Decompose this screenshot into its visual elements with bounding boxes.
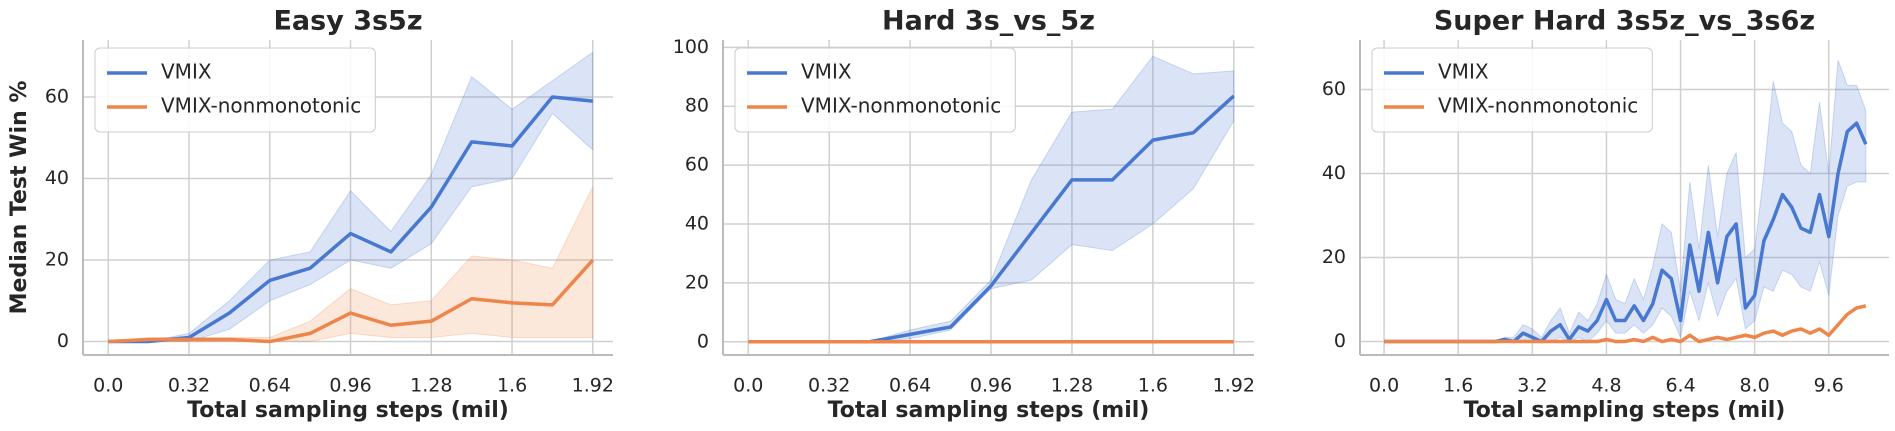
y-tick-label: 20: [685, 271, 709, 293]
legend-label: VMIX: [801, 60, 852, 84]
x-tick-label: 1.6: [497, 375, 527, 397]
y-tick-label: 60: [685, 154, 709, 176]
y-tick-label: 40: [1322, 162, 1346, 184]
line: [1384, 304, 1867, 344]
y-tick-label: 60: [45, 86, 69, 108]
y-tick-label: 20: [45, 249, 69, 271]
x-tick-label: 0.32: [168, 375, 210, 397]
x-tick-label: 9.6: [1814, 375, 1844, 397]
legend-label: VMIX-nonmonotonic: [161, 94, 361, 118]
x-tick-label: 0.32: [808, 375, 850, 397]
confidence-band: [108, 51, 594, 343]
x-tick-label: 0.0: [1369, 375, 1399, 397]
x-tick-label: 1.92: [1213, 375, 1255, 397]
x-axis-label: Total sampling steps (mil): [187, 398, 509, 423]
legend-box: [1371, 47, 1653, 133]
legend-box: [734, 47, 1016, 133]
y-tick-label: 40: [45, 167, 69, 189]
chart-title: Hard 3s_vs_5z: [882, 6, 1095, 37]
x-axis-label: Total sampling steps (mil): [1464, 398, 1786, 423]
chart-title: Super Hard 3s5z_vs_3s6z: [1434, 6, 1815, 37]
x-tick-label: 0.64: [889, 375, 931, 397]
x-tick-label: 0.96: [970, 375, 1012, 397]
x-tick-label: 0.0: [93, 375, 123, 397]
x-tick-label: 6.4: [1665, 375, 1695, 397]
x-tick-label: 1.28: [410, 375, 452, 397]
y-tick-label: 80: [685, 95, 709, 117]
legend-label: VMIX-nonmonotonic: [801, 94, 1001, 118]
y-tick-label: 40: [685, 212, 709, 234]
line: [108, 258, 595, 344]
x-tick-label: 3.2: [1517, 375, 1547, 397]
x-axis-label: Total sampling steps (mil): [828, 398, 1150, 423]
line: [108, 95, 593, 344]
x-tick-label: 8.0: [1740, 375, 1770, 397]
y-tick-label: 20: [1322, 246, 1346, 268]
x-tick-label: 1.92: [572, 375, 614, 397]
legend-label: VMIX-nonmonotonic: [1438, 94, 1638, 118]
x-tick-label: 0.96: [329, 375, 371, 397]
y-tick-label: 0: [57, 330, 69, 352]
legend-box: [94, 47, 376, 133]
y-axis-label: Median Test Win %: [7, 81, 32, 315]
y-tick-label: 100: [673, 36, 709, 58]
y-tick-label: 60: [1322, 78, 1346, 100]
x-tick-label: 0.64: [249, 375, 291, 397]
y-tick-label: 0: [697, 330, 709, 352]
y-tick-label: 0: [1334, 330, 1346, 352]
x-tick-label: 1.6: [1138, 375, 1168, 397]
legend-label: VMIX: [161, 60, 212, 84]
x-tick-label: 1.6: [1443, 375, 1473, 397]
legend-label: VMIX: [1438, 60, 1489, 84]
x-tick-label: 0.0: [733, 375, 763, 397]
x-tick-label: 4.8: [1591, 375, 1621, 397]
chart-title: Easy 3s5z: [273, 6, 422, 37]
x-tick-label: 1.28: [1051, 375, 1093, 397]
